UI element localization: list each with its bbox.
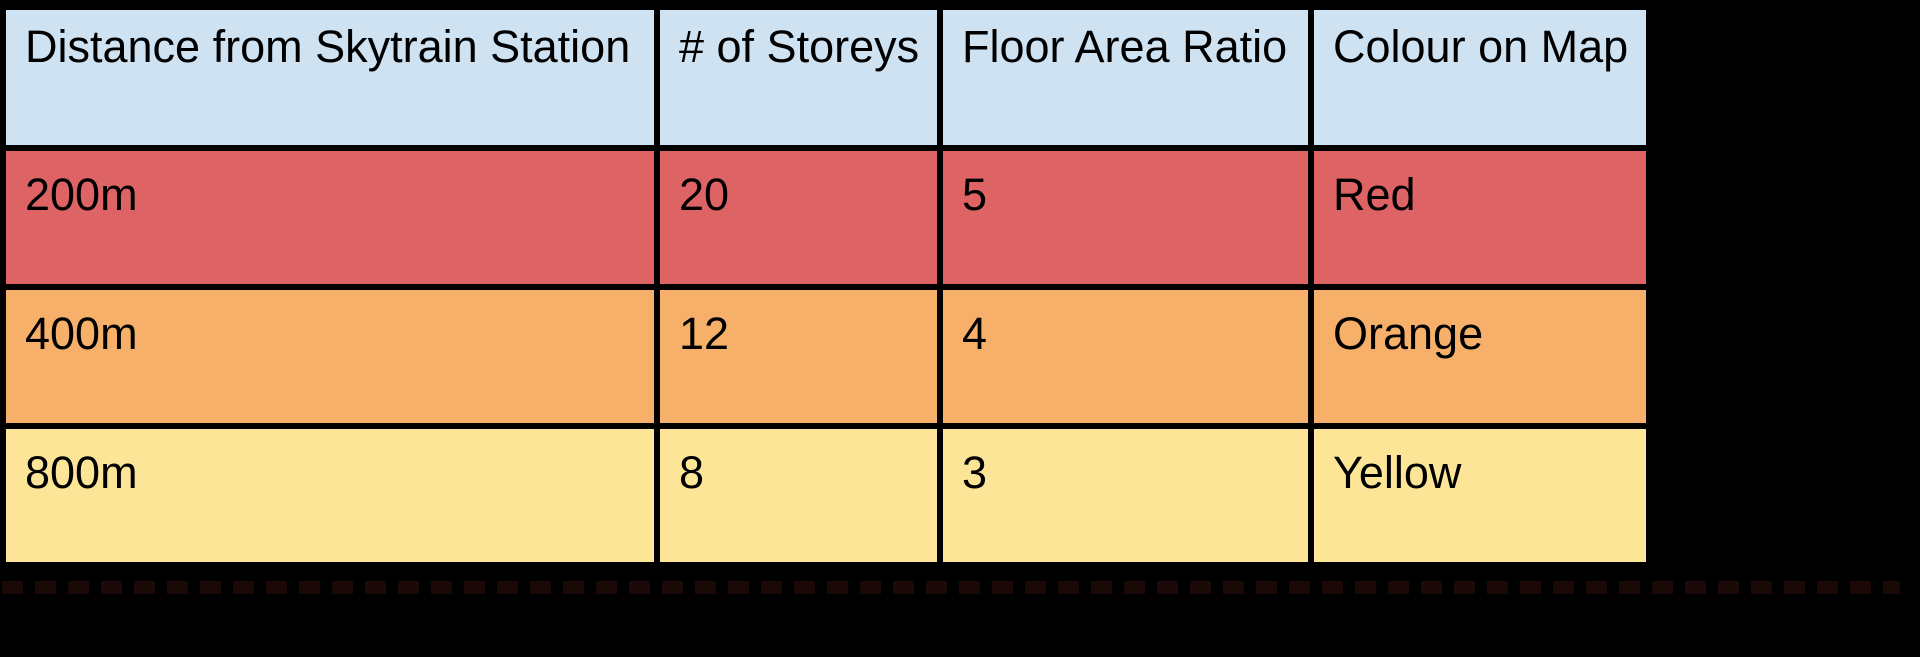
cell-storeys: 20: [654, 145, 943, 290]
faint-artifact-strip: [2, 581, 1900, 594]
table-row-200m: 200m 20 5 Red: [0, 145, 1652, 290]
cell-distance: 400m: [0, 284, 660, 429]
cell-colour: Yellow: [1308, 423, 1652, 568]
table-header-row: Distance from Skytrain Station # of Stor…: [0, 4, 1652, 151]
cell-storeys: 12: [654, 284, 943, 429]
cell-floor-area-ratio: 5: [937, 145, 1314, 290]
table-row-800m: 800m 8 3 Yellow: [0, 423, 1652, 568]
col-header-storeys: # of Storeys: [654, 4, 943, 151]
cell-distance: 800m: [0, 423, 660, 568]
col-header-colour-on-map: Colour on Map: [1308, 4, 1652, 151]
cell-floor-area-ratio: 3: [937, 423, 1314, 568]
cell-storeys: 8: [654, 423, 943, 568]
table-row-400m: 400m 12 4 Orange: [0, 284, 1652, 429]
col-header-distance: Distance from Skytrain Station: [0, 4, 660, 151]
col-header-floor-area-ratio: Floor Area Ratio: [937, 4, 1314, 151]
cell-distance: 200m: [0, 145, 660, 290]
cell-floor-area-ratio: 4: [937, 284, 1314, 429]
cell-colour: Red: [1308, 145, 1652, 290]
zoning-table: Distance from Skytrain Station # of Stor…: [0, 4, 1652, 568]
cell-colour: Orange: [1308, 284, 1652, 429]
